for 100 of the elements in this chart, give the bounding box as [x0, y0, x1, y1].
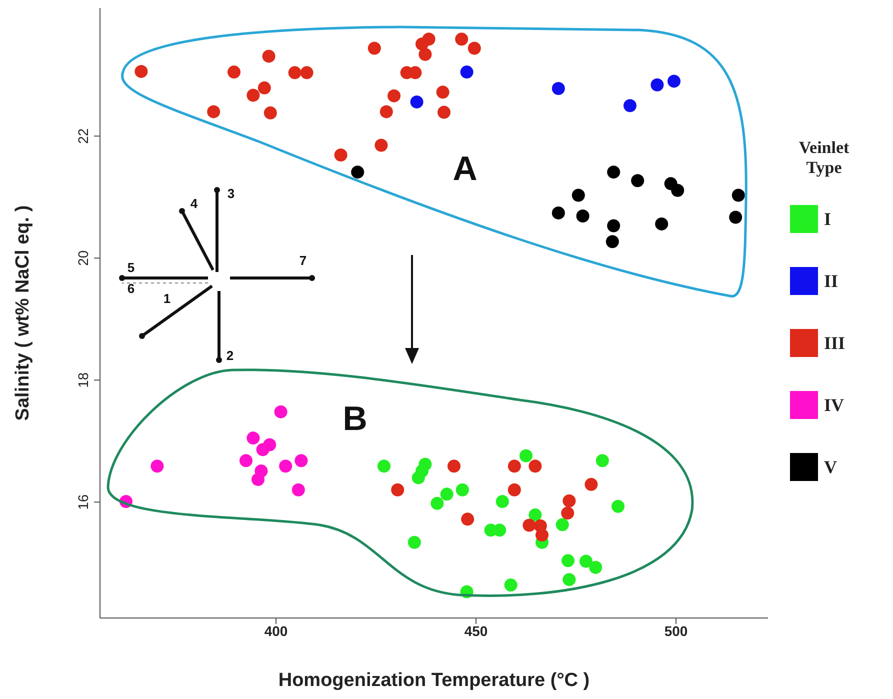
point — [207, 105, 220, 118]
annotation: 6 — [127, 281, 135, 296]
point — [430, 496, 444, 510]
point — [562, 554, 574, 568]
point — [572, 188, 585, 202]
point — [440, 488, 454, 501]
point — [655, 217, 668, 230]
point — [294, 454, 308, 468]
point — [418, 48, 432, 61]
point — [264, 106, 277, 120]
point — [422, 32, 436, 46]
point — [650, 78, 664, 92]
point — [408, 536, 421, 549]
point — [461, 512, 474, 526]
point — [576, 210, 590, 223]
point — [288, 66, 302, 80]
point — [528, 508, 542, 522]
annotation: 2 — [226, 348, 234, 363]
point — [584, 478, 598, 491]
point — [391, 483, 404, 496]
annotation: 3 — [227, 186, 235, 201]
y-tick-label: 16 — [75, 494, 91, 510]
annotation: 1 — [163, 291, 171, 306]
point — [246, 88, 260, 102]
point — [416, 464, 428, 478]
point — [607, 166, 620, 179]
point — [556, 518, 569, 532]
point — [508, 483, 521, 496]
point — [580, 554, 592, 568]
x-axis-title: Homogenization Temperature (°C ) — [278, 670, 590, 691]
legend-label: V — [824, 456, 837, 478]
point — [468, 42, 481, 55]
x-tick-label: 500 — [664, 622, 688, 639]
point — [448, 460, 460, 473]
legend-label: I — [824, 208, 832, 230]
point — [438, 106, 450, 119]
point — [134, 64, 148, 78]
point — [460, 66, 474, 79]
point — [496, 494, 509, 508]
annotation: B — [342, 400, 368, 438]
point — [368, 42, 381, 55]
point — [631, 174, 644, 188]
point — [262, 50, 276, 63]
annotation: 5 — [127, 260, 135, 275]
legend-label: II — [824, 270, 838, 292]
point — [504, 578, 518, 592]
point — [252, 473, 264, 486]
point — [351, 166, 364, 179]
point — [378, 460, 390, 473]
point — [606, 235, 619, 248]
point — [246, 432, 260, 445]
point — [528, 460, 542, 473]
point — [624, 99, 636, 112]
y-tick-label: 22 — [75, 128, 91, 144]
legend-title: Veinlet Type — [798, 138, 850, 178]
point — [562, 494, 576, 508]
point — [562, 573, 576, 586]
point — [300, 66, 314, 80]
point — [436, 86, 450, 99]
point — [380, 105, 393, 118]
point — [522, 518, 536, 532]
point — [279, 460, 292, 473]
y-tick-label: 20 — [75, 250, 91, 266]
point — [552, 82, 565, 96]
point — [334, 148, 348, 162]
point — [456, 483, 469, 496]
point — [607, 219, 620, 232]
point — [732, 188, 745, 202]
point — [536, 528, 548, 542]
point — [668, 74, 680, 88]
point — [729, 210, 742, 224]
point — [228, 66, 240, 79]
point — [150, 460, 164, 473]
point — [671, 184, 684, 197]
annotation: 7 — [299, 253, 307, 268]
point — [508, 460, 521, 473]
y-tick-label: 18 — [75, 372, 91, 388]
point — [589, 560, 602, 574]
point — [388, 89, 400, 102]
point — [292, 483, 305, 496]
point — [552, 206, 565, 220]
x-tick-label: 450 — [464, 622, 488, 639]
point — [455, 32, 468, 46]
point — [240, 454, 252, 468]
legend-label: III — [824, 332, 846, 354]
point — [561, 506, 574, 520]
point — [374, 138, 388, 152]
point — [596, 454, 609, 468]
point — [256, 443, 270, 456]
point — [258, 81, 271, 94]
x-tick-label: 400 — [264, 622, 288, 639]
annotation: A — [452, 150, 478, 188]
point — [493, 524, 506, 537]
point — [612, 500, 624, 513]
point — [520, 449, 532, 462]
legend-label: IV — [824, 394, 844, 416]
point — [274, 405, 288, 418]
point — [410, 95, 424, 108]
annotation: 4 — [190, 196, 198, 211]
y-axis-title: Salinity ( wt% NaCl eq. ) — [12, 205, 34, 421]
